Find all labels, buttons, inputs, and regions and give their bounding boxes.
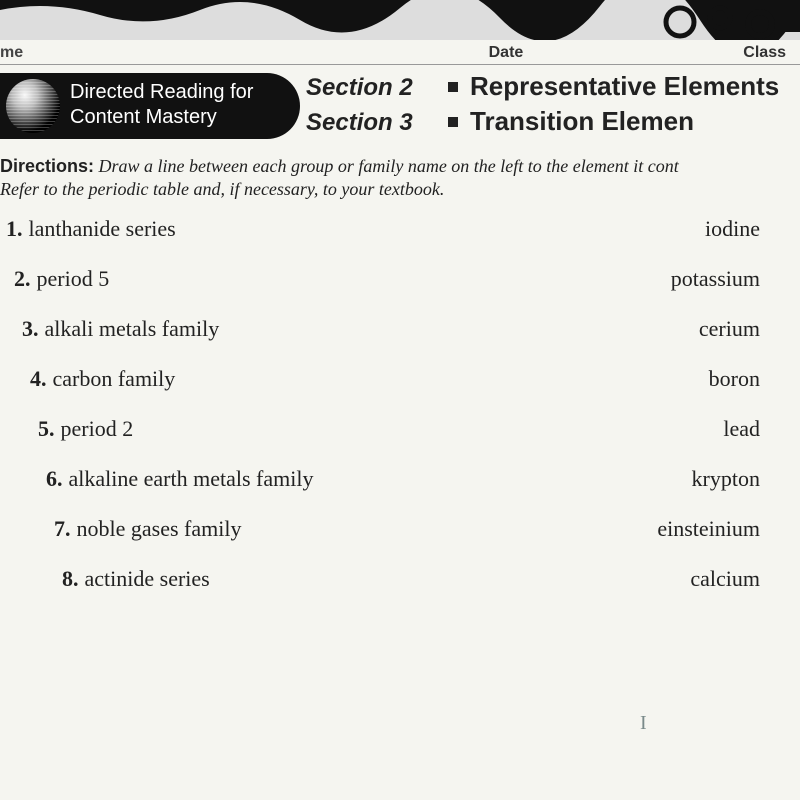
worksheet-page: me Date Class Directed Reading for Conte…	[0, 40, 800, 800]
match-right-item: krypton	[692, 466, 790, 492]
match-row: 3.alkali metals family cerium	[6, 316, 790, 342]
header-row: me Date Class	[0, 40, 800, 65]
match-row: 7.noble gases family einsteinium	[6, 516, 790, 542]
match-left-text: noble gases family	[77, 516, 242, 542]
match-number: 3.	[22, 316, 39, 342]
match-right-item: cerium	[699, 316, 790, 342]
match-left-item: 1.lanthanide series	[6, 216, 176, 242]
match-left-item: 5.period 2	[38, 416, 133, 442]
matching-list: 1.lanthanide series iodine 2.period 5 potas…	[0, 216, 800, 592]
header-class-label: Class	[743, 44, 790, 62]
match-left-text: period 2	[61, 416, 134, 442]
header-name-fragment: me	[0, 44, 23, 62]
match-right-item: einsteinium	[657, 516, 790, 542]
match-left-item: 6.alkaline earth metals family	[46, 466, 313, 492]
match-left-item: 4.carbon family	[30, 366, 175, 392]
match-row: 5.period 2 lead	[6, 416, 790, 442]
section-2-title: Representative Elements	[470, 71, 779, 102]
title-block: Directed Reading for Content Mastery Sec…	[0, 71, 800, 141]
section-2-row: Section 2 Representative Elements	[306, 71, 800, 102]
match-right-item: lead	[723, 416, 790, 442]
match-number: 6.	[46, 466, 63, 492]
section-3-title: Transition Elemen	[470, 106, 694, 137]
decorative-border	[0, 0, 800, 40]
directions-text: Directions: Draw a line between each gro…	[0, 155, 800, 202]
section-2-label: Section 2	[306, 74, 436, 102]
match-left-text: alkali metals family	[45, 316, 220, 342]
match-number: 5.	[38, 416, 55, 442]
content-mastery-badge: Directed Reading for Content Mastery	[0, 73, 300, 139]
section-3-row: Section 3 Transition Elemen	[306, 106, 800, 137]
match-left-text: actinide series	[85, 566, 210, 592]
match-right-item: potassium	[671, 266, 790, 292]
match-right-item: calcium	[690, 566, 790, 592]
globe-icon	[6, 79, 60, 133]
match-row: 2.period 5 potassium	[6, 266, 790, 292]
match-left-text: carbon family	[53, 366, 176, 392]
match-left-text: period 5	[37, 266, 110, 292]
header-date-label: Date	[489, 44, 524, 62]
match-number: 8.	[62, 566, 79, 592]
handwritten-annotation: I	[640, 712, 647, 735]
match-left-text: alkaline earth metals family	[69, 466, 314, 492]
match-number: 2.	[14, 266, 31, 292]
match-row: 4.carbon family boron	[6, 366, 790, 392]
badge-line2: Content Mastery	[70, 106, 282, 129]
match-left-item: 8.actinide series	[62, 566, 210, 592]
directions-label: Directions:	[0, 156, 94, 176]
match-right-item: boron	[709, 366, 790, 392]
sections-block: Section 2 Representative Elements Sectio…	[306, 71, 800, 141]
match-right-item: iodine	[705, 216, 790, 242]
match-row: 8.actinide series calcium	[6, 566, 790, 592]
match-number: 4.	[30, 366, 47, 392]
match-left-item: 2.period 5	[14, 266, 109, 292]
match-row: 6.alkaline earth metals family krypton	[6, 466, 790, 492]
match-number: 7.	[54, 516, 71, 542]
directions-line2: Refer to the periodic table and, if nece…	[0, 179, 444, 199]
section-3-label: Section 3	[306, 109, 436, 137]
bullet-icon	[448, 82, 458, 92]
badge-line1: Directed Reading for	[70, 81, 282, 104]
bullet-icon	[448, 117, 458, 127]
match-left-item: 7.noble gases family	[54, 516, 241, 542]
match-number: 1.	[6, 216, 23, 242]
match-left-text: lanthanide series	[29, 216, 176, 242]
match-row: 1.lanthanide series iodine	[6, 216, 790, 242]
match-left-item: 3.alkali metals family	[22, 316, 219, 342]
directions-line1: Draw a line between each group or family…	[99, 156, 679, 176]
